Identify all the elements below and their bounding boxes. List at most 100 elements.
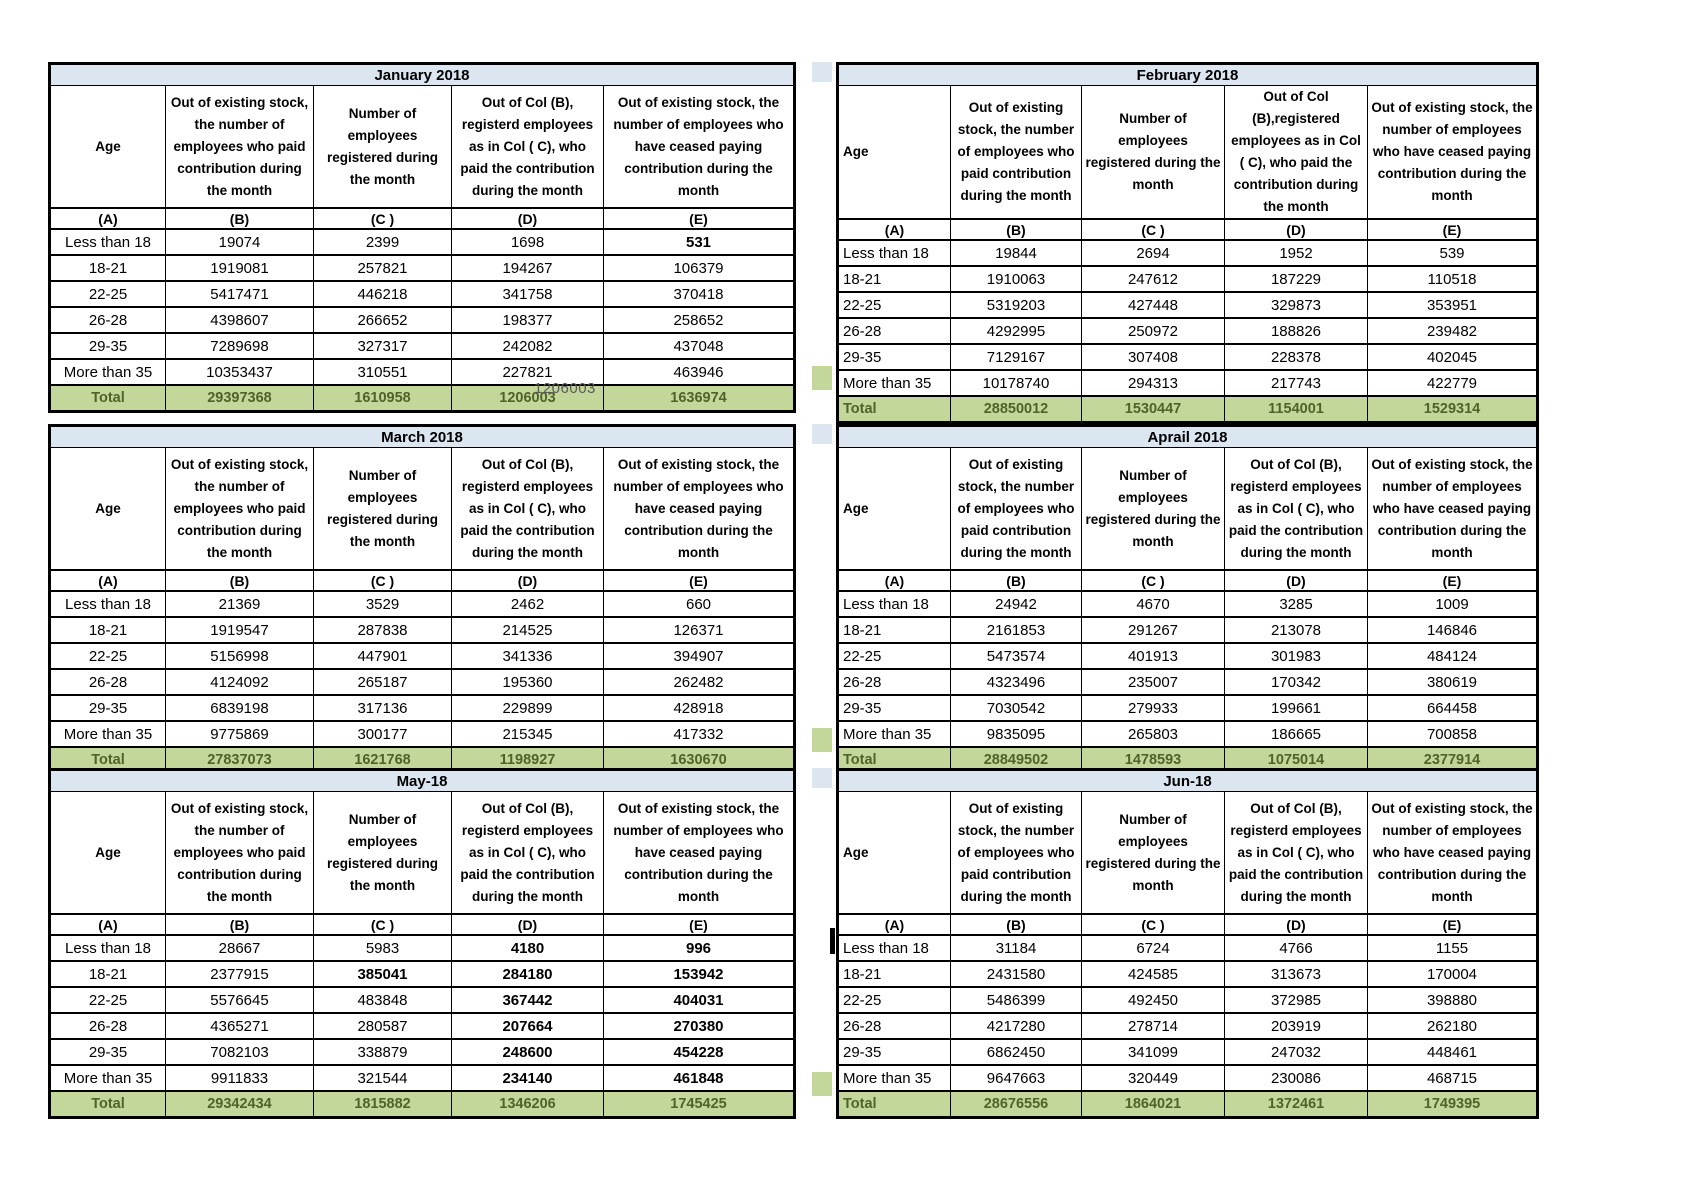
data-cell-e: 484124: [1367, 642, 1538, 670]
data-cell-d: 214525: [451, 616, 604, 644]
data-cell-e: 996: [603, 934, 795, 962]
column-letter-age: (A): [837, 913, 951, 936]
data-cell-e: 1155: [1367, 934, 1538, 962]
age-label: Less than 18: [837, 934, 951, 962]
column-header-age: Age: [837, 85, 951, 220]
table-row: 18-21 2161853 291267 213078 146846: [837, 616, 1538, 644]
data-cell-c: 424585: [1081, 960, 1225, 988]
age-label: 26-28: [49, 1012, 166, 1040]
data-cell-c: 320449: [1081, 1064, 1225, 1092]
data-cell-e: 153942: [603, 960, 795, 988]
table-row: More than 35 9647663 320449 230086 468715: [837, 1064, 1538, 1092]
data-cell-c: 250972: [1081, 317, 1225, 345]
table-slot-may: May-18 Age Out of existing stock, the numb…: [48, 768, 796, 1119]
column-header-age: Age: [49, 791, 166, 915]
age-label: 18-21: [837, 265, 951, 293]
age-label: 26-28: [837, 668, 951, 696]
table-row: 22-25 5473574 401913 301983 484124: [837, 642, 1538, 670]
data-cell-b: 9647663: [950, 1064, 1082, 1092]
table-row: 29-35 6862450 341099 247032 448461: [837, 1038, 1538, 1066]
data-cell-d: 213078: [1224, 616, 1368, 644]
age-label: 18-21: [837, 960, 951, 988]
total-cell-b: 29342434: [165, 1090, 314, 1118]
column-header-e: Out of existing stock, the number of emp…: [603, 447, 795, 571]
data-cell-e: 463946: [603, 358, 795, 386]
data-cell-c: 6724: [1081, 934, 1225, 962]
column-header-e: Out of existing stock, the number of emp…: [1367, 447, 1538, 571]
column-letter-b: (B): [165, 913, 314, 936]
column-letter-age: (A): [49, 913, 166, 936]
data-cell-b: 2377915: [165, 960, 314, 988]
data-cell-d: 1952: [1224, 239, 1368, 267]
table-row: 18-21 2377915 385041 284180 153942: [49, 960, 795, 988]
data-cell-d: 329873: [1224, 291, 1368, 319]
data-cell-b: 4323496: [950, 668, 1082, 696]
data-cell-d: 341336: [451, 642, 604, 670]
table-row: Less than 18 19074 2399 1698 531: [49, 228, 795, 256]
column-letter-d: (D): [1224, 913, 1368, 936]
data-cell-c: 427448: [1081, 291, 1225, 319]
column-header-c: Number of employees registered during th…: [1081, 447, 1225, 571]
table-row: Less than 18 24942 4670 3285 1009: [837, 590, 1538, 618]
total-row: Total 29342434 1815882 1346206 1745425: [49, 1090, 795, 1118]
table-row: 29-35 7289698 327317 242082 437048: [49, 332, 795, 360]
data-cell-b: 4217280: [950, 1012, 1082, 1040]
column-letter-d: (D): [1224, 569, 1368, 592]
column-letter-e: (E): [1367, 218, 1538, 241]
data-cell-b: 2431580: [950, 960, 1082, 988]
age-label: 22-25: [49, 280, 166, 308]
age-label: Less than 18: [49, 934, 166, 962]
data-cell-d: 186665: [1224, 720, 1368, 748]
data-cell-d: 242082: [451, 332, 604, 360]
column-header-age: Age: [837, 447, 951, 571]
total-cell-e: 1745425: [603, 1090, 795, 1118]
data-cell-e: 239482: [1367, 317, 1538, 345]
data-cell-c: 446218: [313, 280, 452, 308]
age-label: Less than 18: [837, 239, 951, 267]
table-row: Less than 18 28667 5983 4180 996: [49, 934, 795, 962]
total-cell-b: 28676556: [950, 1090, 1082, 1118]
column-header-b: Out of existing stock, the number of emp…: [165, 85, 314, 209]
data-cell-d: 215345: [451, 720, 604, 748]
table-title: January 2018: [49, 63, 795, 86]
gap-strip-green: [812, 1072, 832, 1096]
column-letter-d: (D): [451, 207, 604, 230]
data-cell-c: 300177: [313, 720, 452, 748]
column-header-c: Number of employees registered during th…: [313, 85, 452, 209]
data-cell-b: 5576645: [165, 986, 314, 1014]
gap-strip-blue: [812, 768, 832, 788]
data-cell-d: 195360: [451, 668, 604, 696]
data-cell-e: 454228: [603, 1038, 795, 1066]
data-cell-c: 492450: [1081, 986, 1225, 1014]
data-cell-d: 198377: [451, 306, 604, 334]
table-row: Less than 18 31184 6724 4766 1155: [837, 934, 1538, 962]
data-cell-b: 5417471: [165, 280, 314, 308]
age-label: 18-21: [837, 616, 951, 644]
data-cell-e: 170004: [1367, 960, 1538, 988]
table-row: More than 35 9835095 265803 186665 700858: [837, 720, 1538, 748]
age-label: 22-25: [49, 986, 166, 1014]
age-label: More than 35: [49, 358, 166, 386]
data-cell-d: 341758: [451, 280, 604, 308]
data-cell-c: 235007: [1081, 668, 1225, 696]
table-row: 22-25 5576645 483848 367442 404031: [49, 986, 795, 1014]
column-header-e: Out of existing stock, the number of emp…: [603, 791, 795, 915]
data-cell-c: 294313: [1081, 369, 1225, 397]
column-letter-age: (A): [837, 569, 951, 592]
table-slot-march: March 2018 Age Out of existing stock, the …: [48, 424, 796, 775]
column-letter-age: (A): [49, 207, 166, 230]
title-row: January 2018: [49, 63, 795, 86]
age-label: 29-35: [837, 694, 951, 722]
column-letter-e: (E): [603, 913, 795, 936]
age-label: 18-21: [49, 254, 166, 282]
data-cell-d: 170342: [1224, 668, 1368, 696]
age-label: More than 35: [49, 1064, 166, 1092]
total-cell-c: 1610958: [313, 384, 452, 412]
column-letter-b: (B): [950, 218, 1082, 241]
data-cell-e: 398880: [1367, 986, 1538, 1014]
data-cell-e: 394907: [603, 642, 795, 670]
data-cell-c: 266652: [313, 306, 452, 334]
gap-strip-green: [812, 366, 832, 390]
total-cell-d: 1372461: [1224, 1090, 1368, 1118]
data-cell-b: 24942: [950, 590, 1082, 618]
